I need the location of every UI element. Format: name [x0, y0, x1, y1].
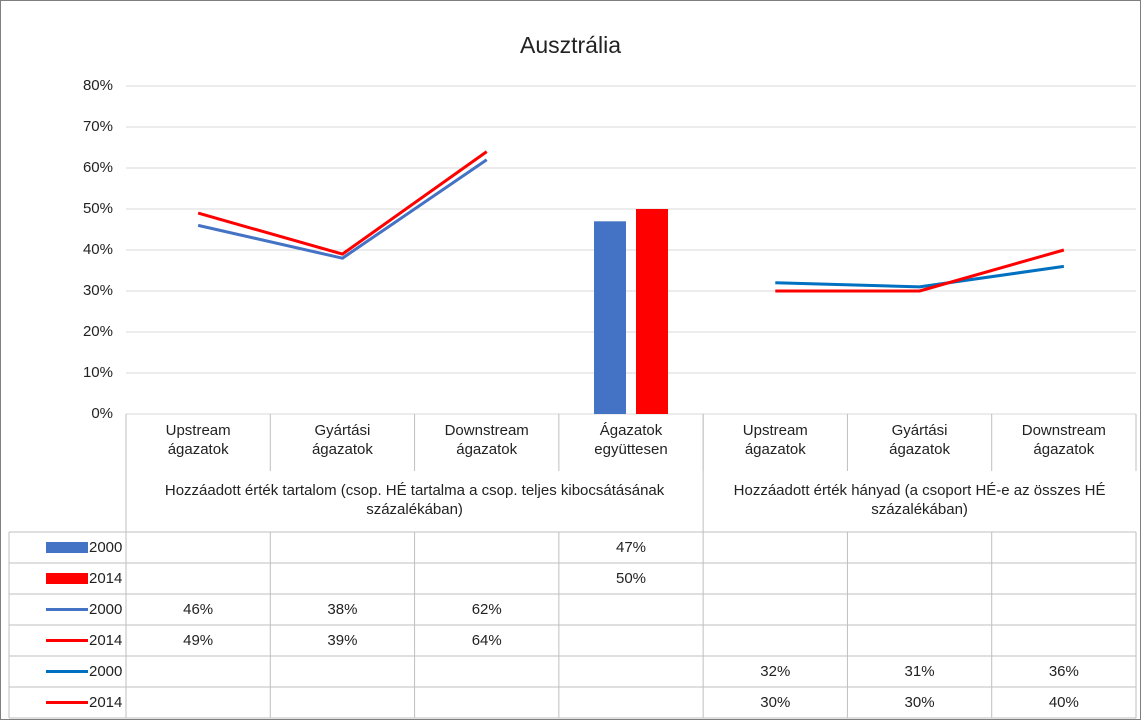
line — [197, 150, 488, 256]
legend-key — [46, 542, 88, 553]
y-tick-label: 10% — [82, 364, 113, 381]
y-tick-label: 60% — [82, 159, 113, 176]
x-tick-label: Upstream ágazatok — [165, 422, 231, 458]
x-tick-label: Ágazatok együttesen — [594, 422, 668, 458]
legend-label: 2014 — [89, 694, 123, 711]
y-tick-label: 50% — [82, 200, 113, 217]
legend-label: 2000 — [89, 663, 123, 680]
table-value: 49% — [183, 632, 214, 649]
y-tick-label: 30% — [82, 282, 113, 299]
x-tick-label: Downstream ágazatok — [1021, 422, 1106, 458]
table-value: 62% — [471, 601, 502, 618]
table-value: 39% — [327, 632, 358, 649]
legend-label: 2000 — [89, 601, 123, 618]
y-tick-label: 0% — [91, 405, 113, 422]
x-tick-label: Downstream ágazatok — [444, 422, 529, 458]
x-tick-label: Gyártási ágazatok — [311, 422, 373, 458]
table-value: 47% — [615, 539, 647, 556]
table-value: 40% — [1048, 694, 1079, 711]
table-value: 38% — [327, 601, 358, 618]
table-value: 46% — [183, 601, 214, 618]
legend-key — [46, 573, 88, 584]
legend-label: 2000 — [89, 539, 123, 556]
legend-label: 2014 — [89, 570, 123, 587]
y-tick-label: 70% — [82, 118, 113, 135]
group-label: Hozzáadott érték tartalom (csop. HÉ tart… — [164, 482, 665, 518]
table-value: 31% — [904, 663, 935, 680]
bar — [636, 209, 668, 414]
x-tick-label: Gyártási ágazatok — [889, 422, 950, 458]
group-label: Hozzáadott érték hányad (a csoport HÉ-e … — [733, 482, 1106, 518]
line — [197, 158, 488, 260]
table-value: 30% — [760, 694, 791, 711]
table-value: 32% — [760, 663, 791, 680]
y-tick-label: 80% — [82, 77, 113, 94]
table-value: 64% — [471, 632, 502, 649]
y-tick-label: 20% — [82, 323, 113, 340]
line — [775, 264, 1065, 289]
legend-label: 2014 — [89, 632, 123, 649]
y-tick-label: 40% — [82, 241, 113, 258]
bar — [594, 221, 626, 414]
x-tick-label: Upstream ágazatok — [742, 422, 808, 458]
table-value: 36% — [1048, 663, 1079, 680]
line — [775, 248, 1065, 293]
chart-title: Ausztrália — [520, 32, 621, 58]
table-value: 50% — [615, 570, 647, 587]
table-value: 30% — [904, 694, 935, 711]
